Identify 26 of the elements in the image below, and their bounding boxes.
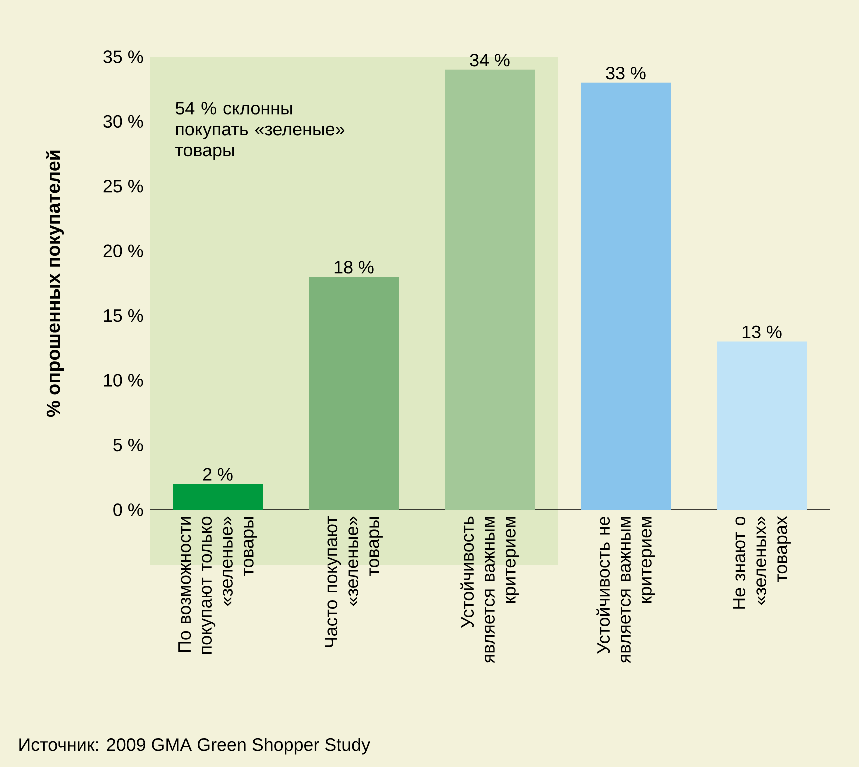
band-label: 54 % склонны покупать «зеленые» товары: [176, 102, 345, 160]
bar: [309, 277, 400, 510]
y-axis-title: % опрошенных покупателей: [46, 150, 64, 418]
data-label: 2 %: [203, 468, 233, 481]
data-label: 13 %: [742, 326, 782, 339]
bar: [173, 484, 264, 510]
y-tick-label: 25 %: [104, 180, 144, 193]
y-tick-label: 35 %: [104, 50, 144, 64]
y-tick-label: 0 %: [114, 504, 144, 516]
text: Источник: 2009 GMA Green Shopper Study: [20, 738, 370, 755]
x-tick-label: Часто покупают «зеленые» товары: [325, 516, 383, 648]
bar: [717, 342, 808, 510]
data-label: 34 %: [470, 54, 510, 67]
x-tick-label: Не знают о «зеленых» товарах: [733, 516, 791, 609]
x-tick-label: Устойчивость является важным критерием: [460, 516, 520, 664]
data-label: 18 %: [334, 261, 374, 274]
y-tick-label: 20 %: [104, 244, 144, 258]
bar: [445, 70, 536, 510]
y-tick-label: 5 %: [114, 438, 144, 452]
y-tick-label: 30 %: [104, 115, 144, 128]
y-tick-label: 15 %: [104, 310, 144, 322]
x-tick-label: По возможности покупают только «зеленые» товары: [178, 516, 258, 654]
data-label: 33 %: [606, 66, 646, 80]
x-tick-label: Устойчивость не является важным критерием: [596, 516, 656, 664]
bar: [581, 82, 672, 510]
y-tick-label: 10 %: [104, 374, 144, 387]
